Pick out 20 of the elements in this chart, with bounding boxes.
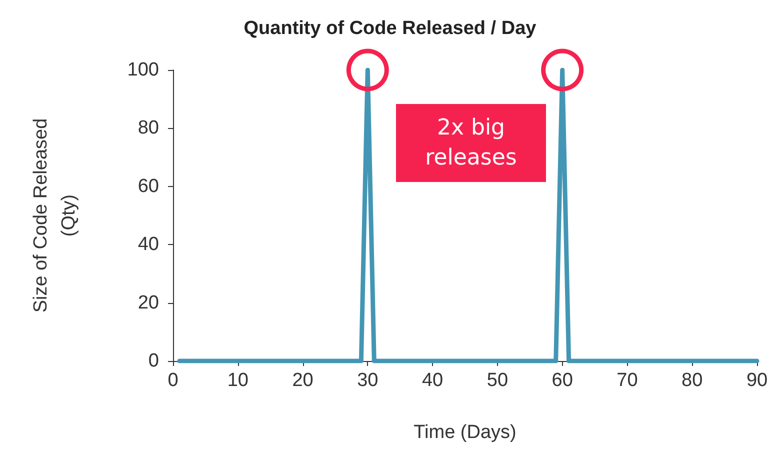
- annotation: 2x big releases: [425, 116, 517, 170]
- y-tick-label: 60: [138, 176, 159, 197]
- y-tick-label: 0: [148, 350, 159, 372]
- x-tick-label: 40: [422, 370, 444, 391]
- x-tick-label: 0: [168, 370, 178, 391]
- y-axis-title: Size of Code Released (Qty): [30, 118, 80, 313]
- y-tick-label: 20: [138, 292, 159, 314]
- x-tick-label: 60: [552, 370, 573, 391]
- x-tick-label: 70: [616, 370, 638, 391]
- chart-title: Quantity of Code Released / Day: [244, 18, 537, 39]
- y-tick-label: 80: [138, 118, 159, 139]
- y-tick-label: 40: [138, 234, 159, 256]
- x-axis-title: Time (Days): [414, 422, 516, 443]
- x-tick-label: 80: [682, 370, 703, 391]
- x-tick-label: 50: [486, 370, 508, 391]
- x-tick-label: 10: [227, 370, 248, 391]
- x-tick-label: 90: [746, 370, 768, 391]
- y-tick-label: 100: [127, 60, 159, 80]
- x-tick-label: 30: [357, 370, 378, 391]
- x-tick-label: 20: [292, 370, 314, 391]
